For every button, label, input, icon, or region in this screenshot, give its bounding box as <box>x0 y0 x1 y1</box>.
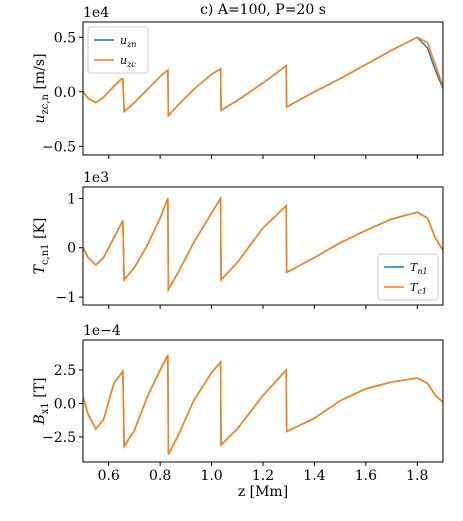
y-axis-label: uzc,n [m/s] <box>32 53 51 123</box>
legend-label: Tn1 <box>410 261 428 276</box>
x-tick-label: 0.6 <box>98 468 120 484</box>
y-tick-label: 0.0 <box>54 396 76 412</box>
y-label-unit: [T] <box>32 377 48 402</box>
y-label-main: B <box>32 414 48 425</box>
legend-name: u <box>120 54 127 67</box>
offset-text: 1e4 <box>83 5 109 21</box>
legend-box <box>377 253 439 301</box>
y-tick-label: −2.5 <box>42 430 76 446</box>
x-axis-label: z [Mm] <box>238 484 288 500</box>
axes-frame <box>82 186 444 306</box>
y-tick-label: −0.5 <box>42 139 76 155</box>
y-axis-label: Bx1 [T] <box>32 377 51 425</box>
x-tick-label: 1.2 <box>252 468 274 484</box>
x-tick-label: 1.4 <box>303 468 325 484</box>
y-tick-label: 2.5 <box>54 363 76 379</box>
legend-box <box>87 26 149 74</box>
y-label-sub: x1 <box>40 402 51 414</box>
series-line <box>83 195 443 293</box>
legend-name: u <box>120 34 127 47</box>
legend-label: uzc <box>120 54 136 69</box>
legend-label: uzn <box>120 34 136 49</box>
legend-label: Tc1 <box>410 281 427 296</box>
x-tick-label: 0.8 <box>149 468 171 484</box>
y-label-sub: c,n1 <box>40 243 51 265</box>
y-label-sub: zc,n <box>40 93 51 114</box>
x-tick-label: 1.6 <box>355 468 377 484</box>
legend-sub: c1 <box>417 287 427 296</box>
y-label-main: T <box>32 263 48 274</box>
y-tick-label: −1 <box>55 290 76 306</box>
offset-text: 1e3 <box>83 170 109 186</box>
y-label-main: u <box>32 115 48 124</box>
x-tick-label: 1.0 <box>200 468 222 484</box>
series-line <box>83 354 443 455</box>
y-axis-label: Tc,n1 [K] <box>32 218 51 275</box>
y-tick-label: 0 <box>67 241 76 257</box>
y-label-unit: [m/s] <box>32 53 48 94</box>
chart-title: c) A=100, P=20 s <box>200 2 326 18</box>
y-tick-label: 0.5 <box>54 30 76 46</box>
y-label-unit: [K] <box>32 218 48 244</box>
axes-frame <box>82 339 444 463</box>
axes-frame <box>82 21 444 156</box>
legend-name: T <box>410 281 419 294</box>
y-tick-label: 0.0 <box>54 85 76 101</box>
x-tick-label: 1.8 <box>406 468 428 484</box>
legend-sub: zc <box>126 60 136 69</box>
legend-sub: n1 <box>417 267 427 276</box>
legend-name: T <box>410 261 419 274</box>
offset-text: 1e−4 <box>83 323 121 339</box>
series-line <box>83 36 443 118</box>
legend-sub: zn <box>126 40 136 49</box>
series-line <box>83 354 443 455</box>
y-tick-label: 1 <box>67 191 76 207</box>
